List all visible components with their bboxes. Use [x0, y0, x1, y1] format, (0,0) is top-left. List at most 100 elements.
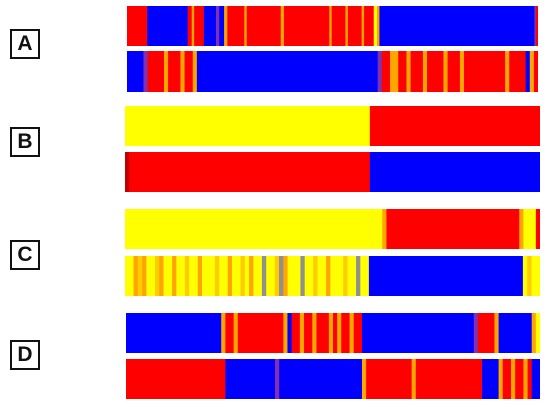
segment-yellow	[176, 256, 186, 296]
segment-blue	[361, 313, 475, 353]
segment-gray	[261, 256, 267, 296]
strip-b-1	[125, 106, 540, 146]
segment-gold	[240, 256, 246, 296]
segment-yellow	[347, 256, 357, 296]
segment-yellow	[231, 256, 241, 296]
segment-orange	[422, 51, 428, 92]
segment-orange	[172, 256, 177, 296]
strip-c-1	[125, 209, 540, 249]
panel-label-c: C	[10, 240, 40, 270]
segment-purple	[275, 359, 280, 399]
segment-orange	[283, 313, 288, 353]
strip-a-1	[127, 6, 538, 46]
panel-label-d: D	[10, 340, 40, 370]
panel-label-b: B	[10, 127, 40, 157]
segment-gold	[274, 256, 280, 296]
segment-red	[147, 51, 165, 92]
segment-red	[333, 313, 338, 353]
segment-gold	[343, 256, 348, 296]
segment-yellow	[253, 256, 263, 296]
segment-yellow	[523, 209, 537, 249]
segment-red	[127, 6, 148, 46]
segment-yellow	[163, 256, 173, 296]
segment-orange	[326, 256, 331, 296]
segment-red	[347, 6, 363, 46]
segment-orange	[494, 313, 499, 353]
segment-red	[415, 359, 483, 399]
segment-orange	[133, 256, 139, 296]
segment-orange	[411, 359, 417, 399]
segment-orange	[227, 256, 233, 296]
segment-red	[427, 51, 444, 92]
segment-red	[304, 313, 313, 353]
segment-red	[353, 313, 363, 353]
segment-red	[477, 313, 495, 353]
strip-a-2	[127, 51, 538, 92]
segment-red	[225, 313, 235, 353]
segment-orange	[197, 256, 203, 296]
segment-orange	[390, 51, 399, 92]
segment-red	[187, 6, 193, 46]
segment-orange	[280, 6, 285, 46]
segment-red	[168, 51, 181, 92]
segment-orange	[163, 51, 169, 92]
segment-red	[381, 51, 391, 92]
segment-yellow	[317, 256, 327, 296]
segment-red	[129, 152, 371, 192]
strip-c-2	[125, 256, 540, 296]
segment-red	[331, 6, 346, 46]
segment-orange	[377, 6, 380, 46]
segment-orange	[233, 313, 239, 353]
segment-orange	[361, 6, 365, 46]
segment-red	[341, 313, 350, 353]
segment-red	[194, 6, 205, 46]
segment-orange	[249, 256, 254, 296]
segment-yellow	[330, 256, 344, 296]
segment-blue	[203, 6, 217, 46]
segment-gold	[313, 256, 318, 296]
segment-orange	[498, 359, 504, 399]
segment-orange	[459, 51, 465, 92]
strip-d-1	[126, 313, 540, 353]
segment-orange	[328, 313, 334, 353]
segment-yellow	[531, 256, 540, 296]
segment-blue	[147, 6, 189, 46]
segment-orange	[312, 313, 317, 353]
segment-blue	[287, 313, 292, 353]
segment-yellow	[287, 256, 301, 296]
segment-blue	[525, 51, 531, 92]
segment-red	[535, 6, 538, 46]
segment-orange	[142, 256, 147, 296]
segment-orange	[505, 51, 510, 92]
segment-red	[527, 359, 533, 399]
segment-blue	[279, 359, 363, 399]
segment-purple	[216, 6, 220, 46]
segment-blue	[225, 359, 276, 399]
segment-blue	[379, 6, 535, 46]
segment-gold	[137, 256, 143, 296]
segment-red	[515, 359, 524, 399]
segment-gold	[184, 256, 190, 296]
segment-orange	[192, 51, 198, 92]
segment-orange	[523, 359, 528, 399]
segment-red	[535, 209, 540, 249]
segment-gray	[279, 256, 284, 296]
segment-orange	[283, 256, 288, 296]
segment-yellow	[373, 6, 378, 46]
segment-blue	[369, 152, 540, 192]
segment-blue	[368, 256, 524, 296]
segment-red	[126, 359, 226, 399]
segment-red	[291, 313, 301, 353]
segment-yellow	[125, 106, 371, 146]
segment-gray	[300, 256, 306, 296]
segment-red	[464, 51, 506, 92]
segment-blue	[127, 51, 144, 92]
segment-gold	[214, 256, 220, 296]
segment-yellow	[125, 209, 383, 249]
segment-blue	[196, 51, 379, 92]
segment-purple	[377, 51, 383, 92]
segment-orange	[349, 313, 355, 353]
segment-blue	[482, 359, 499, 399]
segment-orange	[511, 359, 516, 399]
segment-orange	[443, 51, 448, 92]
